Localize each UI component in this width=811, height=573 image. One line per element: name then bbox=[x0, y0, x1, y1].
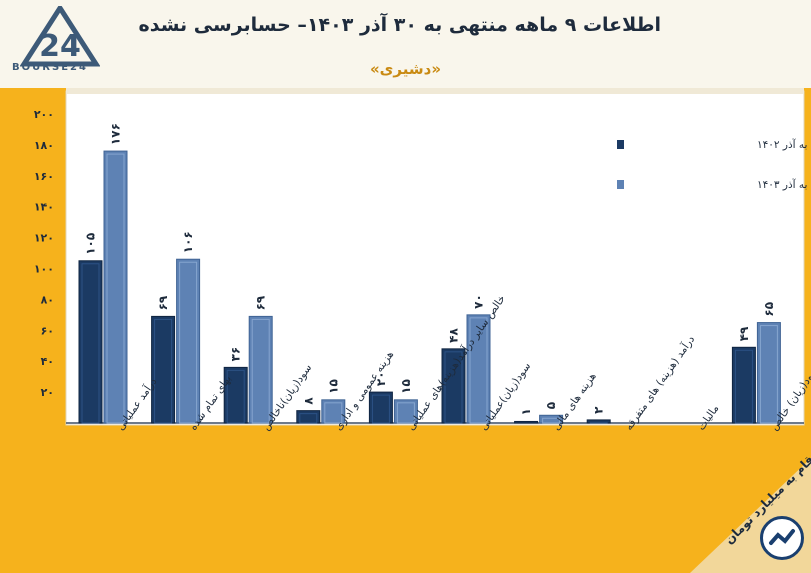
bar-bevel bbox=[299, 413, 318, 424]
bar-bevel bbox=[444, 351, 463, 424]
bar-bevel bbox=[396, 402, 415, 424]
legend-swatch-1403 bbox=[617, 180, 624, 189]
logo-text: BOURSE24 bbox=[12, 62, 88, 73]
bar-value-label: ۱۷۶ bbox=[109, 123, 123, 145]
bar-value-label: ۱۵ bbox=[326, 379, 340, 394]
bar-value-label: ۲ bbox=[592, 406, 606, 414]
bar-value-label: ۷۰ bbox=[472, 294, 486, 309]
logo-mark: 24 bbox=[39, 29, 81, 64]
bar-bevel bbox=[226, 369, 245, 424]
bar-value-label: ۱ bbox=[519, 408, 533, 415]
legend-label-1402: عملکرد منتهی به آذر ۱۴۰۲ bbox=[757, 138, 811, 151]
bar-value-label: ۱۵ bbox=[399, 379, 413, 394]
bar-value-label: ۲۰ bbox=[374, 371, 388, 386]
header: 24 BOURSE24 اطلاعات ۹ ماهه منتهی به ۳۰ آ… bbox=[0, 0, 811, 88]
bar-bevel bbox=[542, 417, 561, 424]
bar-value-label: ۱۰۵ bbox=[84, 233, 98, 255]
bar-value-label: ۳۶ bbox=[229, 347, 243, 362]
bar-bevel bbox=[734, 349, 753, 424]
page-subtitle: «دشیری» bbox=[369, 60, 442, 78]
y-tick-label: ۸۰ bbox=[41, 293, 54, 306]
y-tick-label: ۲۰۰ bbox=[34, 108, 54, 121]
bar-bevel bbox=[81, 263, 100, 424]
bar-value-label: ۶۵ bbox=[762, 302, 776, 317]
legend-label-1403: عملکرد منتهی به آذر ۱۴۰۳ bbox=[757, 178, 811, 191]
y-tick-label: ۲۰ bbox=[41, 386, 54, 399]
plot-shadow bbox=[66, 88, 804, 94]
page-title: اطلاعات ۹ ماهه منتهی به ۳۰ آذر ۱۴۰۳– حسا… bbox=[138, 14, 661, 36]
bar-1402 bbox=[514, 420, 539, 424]
bar-value-label: ۶۹ bbox=[254, 295, 268, 310]
bar-bevel bbox=[469, 317, 488, 424]
y-tick-label: ۱۲۰ bbox=[34, 232, 54, 245]
legend-swatch-1402 bbox=[617, 140, 624, 149]
y-tick-label: ۱۴۰ bbox=[34, 201, 54, 214]
bar-bevel bbox=[154, 318, 173, 424]
y-tick-label: ۱۶۰ bbox=[34, 170, 54, 183]
y-tick-label: ۴۰ bbox=[41, 355, 54, 368]
bar-value-label: ۵ bbox=[544, 402, 558, 409]
y-tick-label: ۱۸۰ bbox=[34, 139, 54, 152]
bar-value-label: ۸ bbox=[301, 397, 315, 405]
trend-icon bbox=[760, 516, 804, 560]
bar-bevel bbox=[371, 394, 390, 424]
bar-bevel bbox=[106, 153, 125, 424]
y-tick-label: ۶۰ bbox=[41, 324, 54, 337]
bar-value-label: ۴۸ bbox=[447, 328, 461, 343]
bourse24-logo: 24 bbox=[19, 3, 101, 82]
bar-bevel bbox=[251, 318, 270, 424]
bar-bevel bbox=[759, 325, 778, 424]
bar-value-label: ۴۹ bbox=[737, 326, 751, 341]
y-tick-label: ۱۰۰ bbox=[34, 263, 54, 276]
bar-value-label: ۱۰۶ bbox=[181, 231, 195, 253]
bar-value-label: ۶۹ bbox=[156, 295, 170, 310]
bar-bevel bbox=[324, 402, 343, 424]
bar-bevel bbox=[179, 261, 198, 424]
